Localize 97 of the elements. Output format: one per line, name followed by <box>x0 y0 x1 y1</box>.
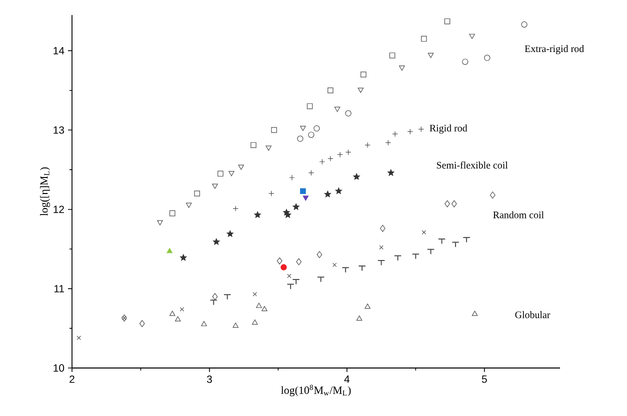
point <box>232 322 238 328</box>
point <box>469 34 475 39</box>
point <box>428 52 434 58</box>
point <box>300 188 306 194</box>
point <box>360 72 366 78</box>
x-tick-label: 3 <box>206 376 212 383</box>
point <box>316 276 325 282</box>
point <box>262 306 268 312</box>
point <box>286 284 294 290</box>
point <box>212 293 218 300</box>
y-tick-label: 10 <box>54 364 64 372</box>
point <box>297 136 304 142</box>
annotation: Random coil <box>493 211 544 218</box>
point <box>292 203 300 210</box>
point <box>194 190 200 196</box>
point <box>223 294 232 300</box>
point <box>353 173 360 180</box>
point <box>484 54 490 61</box>
point <box>228 171 234 176</box>
x-tick-label: 4 <box>344 376 350 383</box>
y-tick-label: 11 <box>54 285 64 292</box>
point <box>180 254 187 261</box>
point <box>238 164 244 170</box>
point <box>218 170 224 177</box>
point <box>252 292 257 296</box>
y-tick-label: 14 <box>54 47 64 54</box>
point <box>345 110 352 116</box>
point <box>180 307 184 312</box>
point <box>377 260 386 266</box>
point <box>438 238 446 244</box>
point <box>426 248 435 255</box>
point <box>169 210 176 216</box>
point <box>444 18 450 24</box>
x-tick-label: 2 <box>70 376 74 383</box>
point <box>379 245 384 250</box>
point <box>421 36 427 42</box>
point <box>342 267 350 273</box>
point <box>250 142 256 148</box>
point <box>388 169 394 176</box>
point <box>169 310 176 316</box>
point <box>314 125 320 132</box>
point <box>308 132 314 138</box>
point <box>256 302 262 308</box>
point <box>462 58 468 65</box>
point <box>399 66 405 71</box>
point <box>254 211 261 218</box>
annotation: Rigid rod <box>430 124 468 134</box>
point <box>356 316 362 321</box>
y-axis-title: log([η]M$_{L}$) <box>40 167 50 216</box>
x-tick-label: 5 <box>482 376 487 383</box>
point <box>332 262 337 268</box>
point <box>358 88 364 93</box>
point <box>358 266 366 272</box>
point <box>271 127 277 133</box>
point <box>364 304 370 309</box>
annotation: Extra-rigid rod <box>524 45 584 54</box>
point <box>166 248 172 254</box>
point <box>302 196 309 201</box>
point <box>174 316 181 322</box>
point <box>324 190 332 198</box>
point <box>252 319 258 325</box>
point <box>276 257 282 264</box>
x-axis-title: log(10$^{8}$M$_{w}$/M$_{L}$) <box>281 384 351 396</box>
point <box>266 146 272 151</box>
point <box>139 320 145 328</box>
point <box>490 192 496 199</box>
point <box>462 236 470 243</box>
point <box>521 21 528 28</box>
point <box>76 336 82 340</box>
point <box>226 230 234 237</box>
point <box>412 254 420 260</box>
point <box>472 310 478 316</box>
point <box>210 300 218 306</box>
point <box>335 188 342 194</box>
point <box>334 106 340 112</box>
annotation: Semi-flexible coil <box>436 161 508 169</box>
point <box>389 52 396 58</box>
point <box>422 230 426 234</box>
point <box>300 126 306 131</box>
point <box>394 255 402 261</box>
point <box>157 220 163 226</box>
point <box>186 202 192 208</box>
point <box>444 200 450 208</box>
point <box>452 242 460 248</box>
point <box>201 321 207 326</box>
point <box>212 184 218 189</box>
annotation: Globular <box>515 311 550 318</box>
point <box>296 258 302 266</box>
y-tick-label: 12 <box>54 206 64 213</box>
point <box>380 224 386 232</box>
point <box>280 264 287 270</box>
point <box>306 103 313 110</box>
point <box>328 87 334 94</box>
point <box>213 238 220 245</box>
point <box>451 200 457 208</box>
point <box>316 251 322 258</box>
y-tick-label: 13 <box>54 126 64 134</box>
